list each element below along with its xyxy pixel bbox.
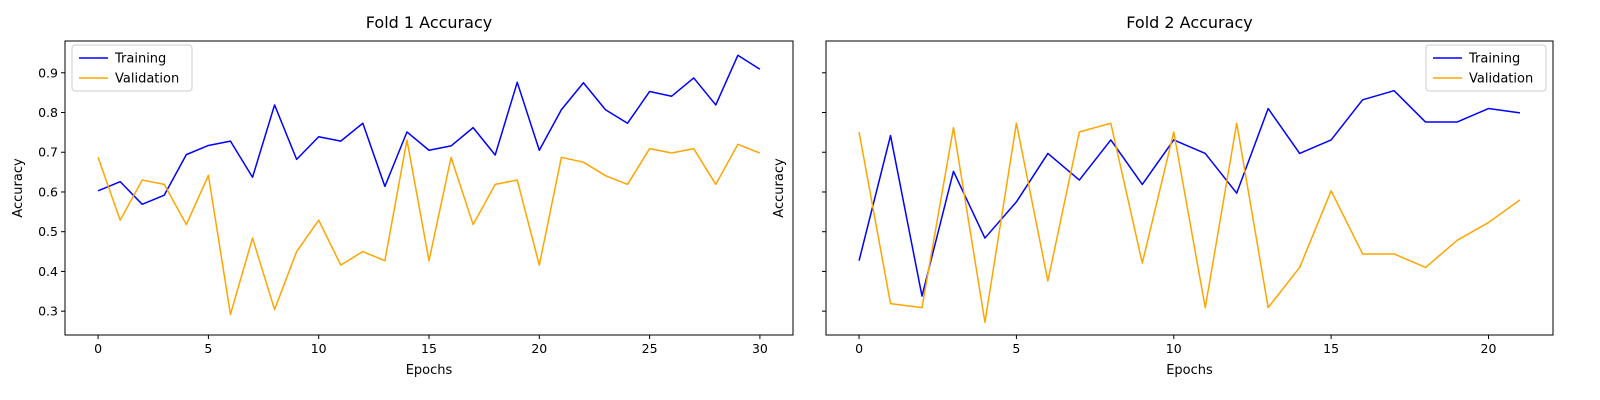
plot-frame — [825, 40, 1554, 336]
legend: Training Validation — [71, 44, 193, 92]
y-tick-label: 0.4 — [38, 264, 58, 279]
series-line-training — [97, 54, 761, 206]
y-tick-label: 0.6 — [38, 184, 58, 199]
x-tick-label: 5 — [204, 341, 212, 356]
legend-label-validation: Validation — [1469, 72, 1533, 87]
x-tick-label: 5 — [1012, 341, 1020, 356]
series-line-validation — [858, 122, 1521, 324]
fold-2-chart: Fold 2 Accuracy Epochs Accuracy 0 5 10 15 20… — [772, 13, 1554, 378]
x-tick-label: 10 — [1166, 341, 1182, 356]
plot-frame — [64, 40, 794, 336]
x-tick-label: 25 — [642, 341, 658, 356]
legend-label-validation: Validation — [115, 72, 179, 87]
series-line-training — [858, 89, 1521, 297]
y-tick-label: 0.3 — [38, 304, 58, 319]
x-tick-label: 30 — [752, 341, 768, 356]
legend: Training Validation — [1425, 44, 1547, 92]
y-tick-label: 0.7 — [38, 145, 58, 160]
series-line-validation — [97, 139, 761, 316]
x-tick-label: 20 — [531, 341, 547, 356]
y-axis-label: Accuracy — [11, 158, 26, 218]
x-tick-label: 0 — [855, 341, 863, 356]
legend-label-training: Training — [114, 52, 166, 67]
chart-title: Fold 1 Accuracy — [366, 13, 492, 32]
y-tick-label: 0.9 — [38, 65, 58, 80]
x-tick-label: 10 — [311, 341, 327, 356]
x-tick-label: 0 — [94, 341, 102, 356]
x-axis-label: Epochs — [406, 363, 453, 378]
x-tick-label: 15 — [421, 341, 437, 356]
x-tick-label: 15 — [1323, 341, 1339, 356]
chart-title: Fold 2 Accuracy — [1126, 13, 1252, 32]
fold-1-chart: Fold 1 Accuracy Epochs Accuracy 0 5 10 15 20… — [11, 13, 794, 378]
y-tick-label: 0.5 — [38, 224, 58, 239]
y-tick-label: 0.8 — [38, 105, 58, 120]
y-axis-label: Accuracy — [772, 158, 787, 218]
x-axis-label: Epochs — [1166, 363, 1213, 378]
x-tick-label: 20 — [1481, 341, 1497, 356]
legend-label-training: Training — [1468, 52, 1520, 67]
